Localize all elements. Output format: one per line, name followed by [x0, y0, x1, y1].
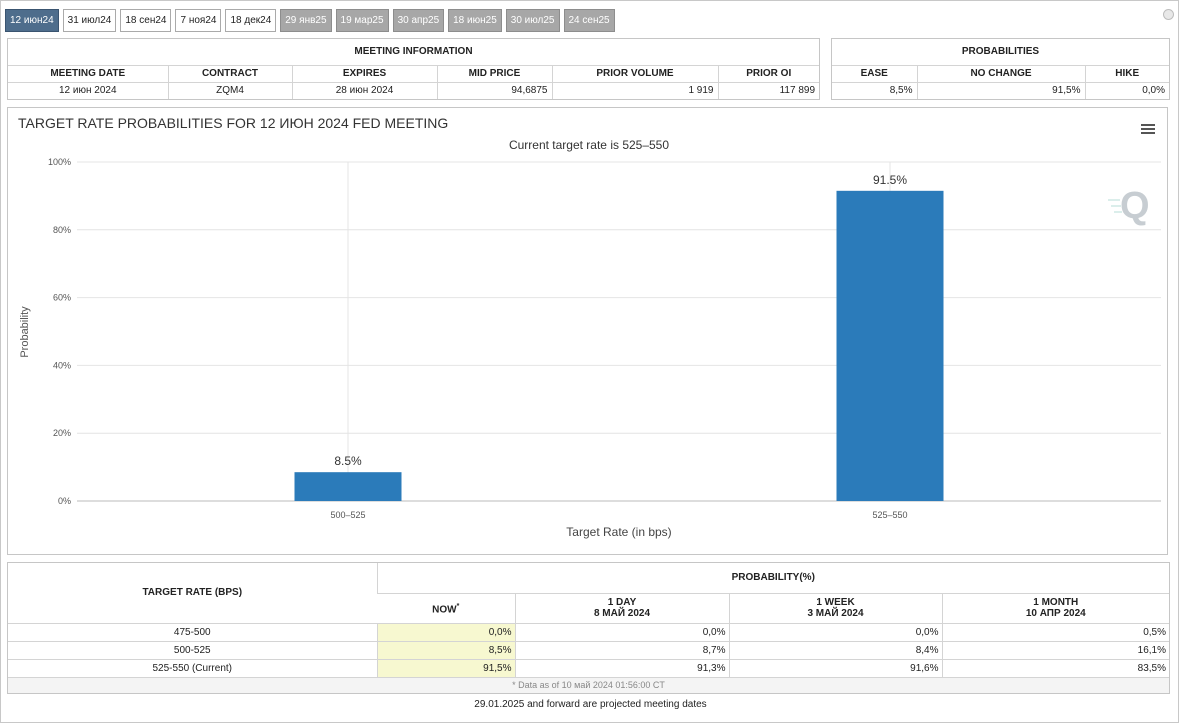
prior-volume-value: 1 919: [551, 81, 718, 99]
hike-value: 0,0%: [1084, 81, 1169, 99]
tab-meeting[interactable]: 18 июн25: [448, 9, 502, 32]
probabilities-panel: PROBABILITIES EASE NO CHANGE HIKE 8,5% 9…: [831, 38, 1170, 100]
y-tick-label: 80%: [53, 225, 71, 235]
projected-dates-footnote: 29.01.2025 and forward are projected mee…: [474, 699, 707, 710]
probability-table-panel: TARGET RATE (BPS) PROBABILITY(%) NOW* 1 …: [7, 562, 1170, 694]
col-1-day: 1 DAY 8 МАЙ 2024: [514, 592, 729, 623]
tab-meeting[interactable]: 19 мар25: [335, 9, 389, 32]
expires-value: 28 июн 2024: [291, 81, 437, 99]
tab-meeting[interactable]: 30 апр25: [392, 9, 445, 32]
table-row: 525-550 (Current) 91,5% 91,3% 91,6% 83,5…: [8, 658, 1169, 677]
chart-title: TARGET RATE PROBABILITIES FOR 12 ИЮН 202…: [18, 115, 448, 131]
ease-value: 8,5%: [832, 81, 917, 99]
tab-meeting[interactable]: 31 июл24: [62, 9, 117, 32]
probabilities-title: PROBABILITIES: [832, 39, 1169, 65]
y-tick-label: 40%: [53, 360, 71, 370]
col-prior-volume: PRIOR VOLUME: [551, 64, 718, 82]
svg-text:Q: Q: [1120, 185, 1150, 227]
col-expires: EXPIRES: [291, 64, 437, 82]
col-meeting-date: MEETING DATE: [8, 64, 168, 82]
col-1-month: 1 MONTH 10 АПР 2024: [941, 592, 1169, 623]
day-cell: 8,7%: [514, 640, 729, 659]
rate-cell: 500-525: [8, 640, 377, 659]
col-ease: EASE: [832, 64, 917, 82]
tab-meeting[interactable]: 18 дек24: [225, 9, 277, 32]
bar: [294, 472, 402, 501]
prior-oi-value: 117 899: [717, 81, 819, 99]
month-cell: 0,5%: [941, 622, 1169, 641]
probability-chart: TARGET RATE PROBABILITIES FOR 12 ИЮН 202…: [18, 115, 1161, 539]
month-cell: 16,1%: [941, 640, 1169, 659]
bar-layer: 8.5% 500–525 91.5% 525–550: [294, 173, 944, 520]
rate-cell: 475-500: [8, 622, 377, 641]
q-logo: Q: [1108, 185, 1150, 227]
y-tick-label: 60%: [53, 293, 71, 303]
col-now: NOW*: [377, 592, 515, 623]
col-hike: HIKE: [1084, 64, 1169, 82]
tab-meeting[interactable]: 24 сен25: [563, 9, 615, 32]
table-row: 475-500 0,0% 0,0% 0,0% 0,5%: [8, 622, 1169, 641]
bar: [836, 190, 944, 501]
meeting-information-panel: MEETING INFORMATION MEETING DATE CONTRAC…: [7, 38, 820, 100]
day-cell: 91,3%: [514, 658, 729, 677]
expand-icon[interactable]: [1163, 9, 1174, 20]
day-cell: 0,0%: [514, 622, 729, 641]
week-cell: 91,6%: [728, 658, 942, 677]
rate-cell: 525-550 (Current): [8, 658, 377, 677]
y-axis-label: Probability: [19, 306, 31, 358]
chart-panel: TARGET RATE PROBABILITIES FOR 12 ИЮН 202…: [7, 107, 1168, 555]
x-axis-label: Target Rate (in bps): [566, 525, 671, 539]
tab-meeting[interactable]: 12 июн24: [5, 9, 59, 32]
contract-value: ZQM4: [167, 81, 292, 99]
now-cell: 0,0%: [376, 622, 515, 641]
tab-meeting[interactable]: 29 янв25: [280, 9, 332, 32]
tab-meeting[interactable]: 30 июл25: [505, 9, 560, 32]
col-no-change: NO CHANGE: [916, 64, 1085, 82]
col-prior-oi: PRIOR OI: [717, 64, 819, 82]
grid-layer: 0% 20% 40% 60% 80% 100%: [48, 157, 1161, 506]
data-label: 91.5%: [873, 173, 907, 187]
chart-menu-icon[interactable]: [1141, 124, 1155, 136]
col-target-rate: TARGET RATE (BPS): [142, 587, 243, 599]
y-tick-label: 0%: [58, 496, 71, 506]
month-cell: 83,5%: [941, 658, 1169, 677]
meeting-information-title: MEETING INFORMATION: [8, 39, 819, 65]
data-label: 8.5%: [334, 454, 362, 468]
y-tick-label: 20%: [53, 428, 71, 438]
no-change-value: 91,5%: [916, 81, 1085, 99]
tab-meeting[interactable]: 7 ноя24: [175, 9, 222, 32]
now-cell: 91,5%: [376, 658, 515, 677]
x-tick-label: 500–525: [330, 510, 365, 520]
col-probability: PROBABILITY(%): [376, 563, 1169, 593]
x-tick-label: 525–550: [872, 510, 907, 520]
meeting-tabs: 12 июн24 31 июл24 18 сен24 7 ноя24 18 де…: [5, 9, 615, 32]
col-contract: CONTRACT: [167, 64, 292, 82]
week-cell: 8,4%: [728, 640, 942, 659]
col-1-week: 1 WEEK 3 МАЙ 2024: [728, 592, 942, 623]
y-tick-label: 100%: [48, 157, 71, 167]
week-cell: 0,0%: [728, 622, 942, 641]
tab-meeting[interactable]: 18 сен24: [120, 9, 172, 32]
now-cell: 8,5%: [376, 640, 515, 659]
data-as-of-note: * Data as of 10 май 2024 01:56:00 CT: [8, 677, 1169, 693]
table-row: 500-525 8,5% 8,7% 8,4% 16,1%: [8, 640, 1169, 659]
col-mid-price: MID PRICE: [436, 64, 552, 82]
meeting-date-value: 12 июн 2024: [8, 81, 168, 99]
mid-price-value: 94,6875: [436, 81, 552, 99]
chart-subtitle: Current target rate is 525–550: [509, 138, 669, 152]
